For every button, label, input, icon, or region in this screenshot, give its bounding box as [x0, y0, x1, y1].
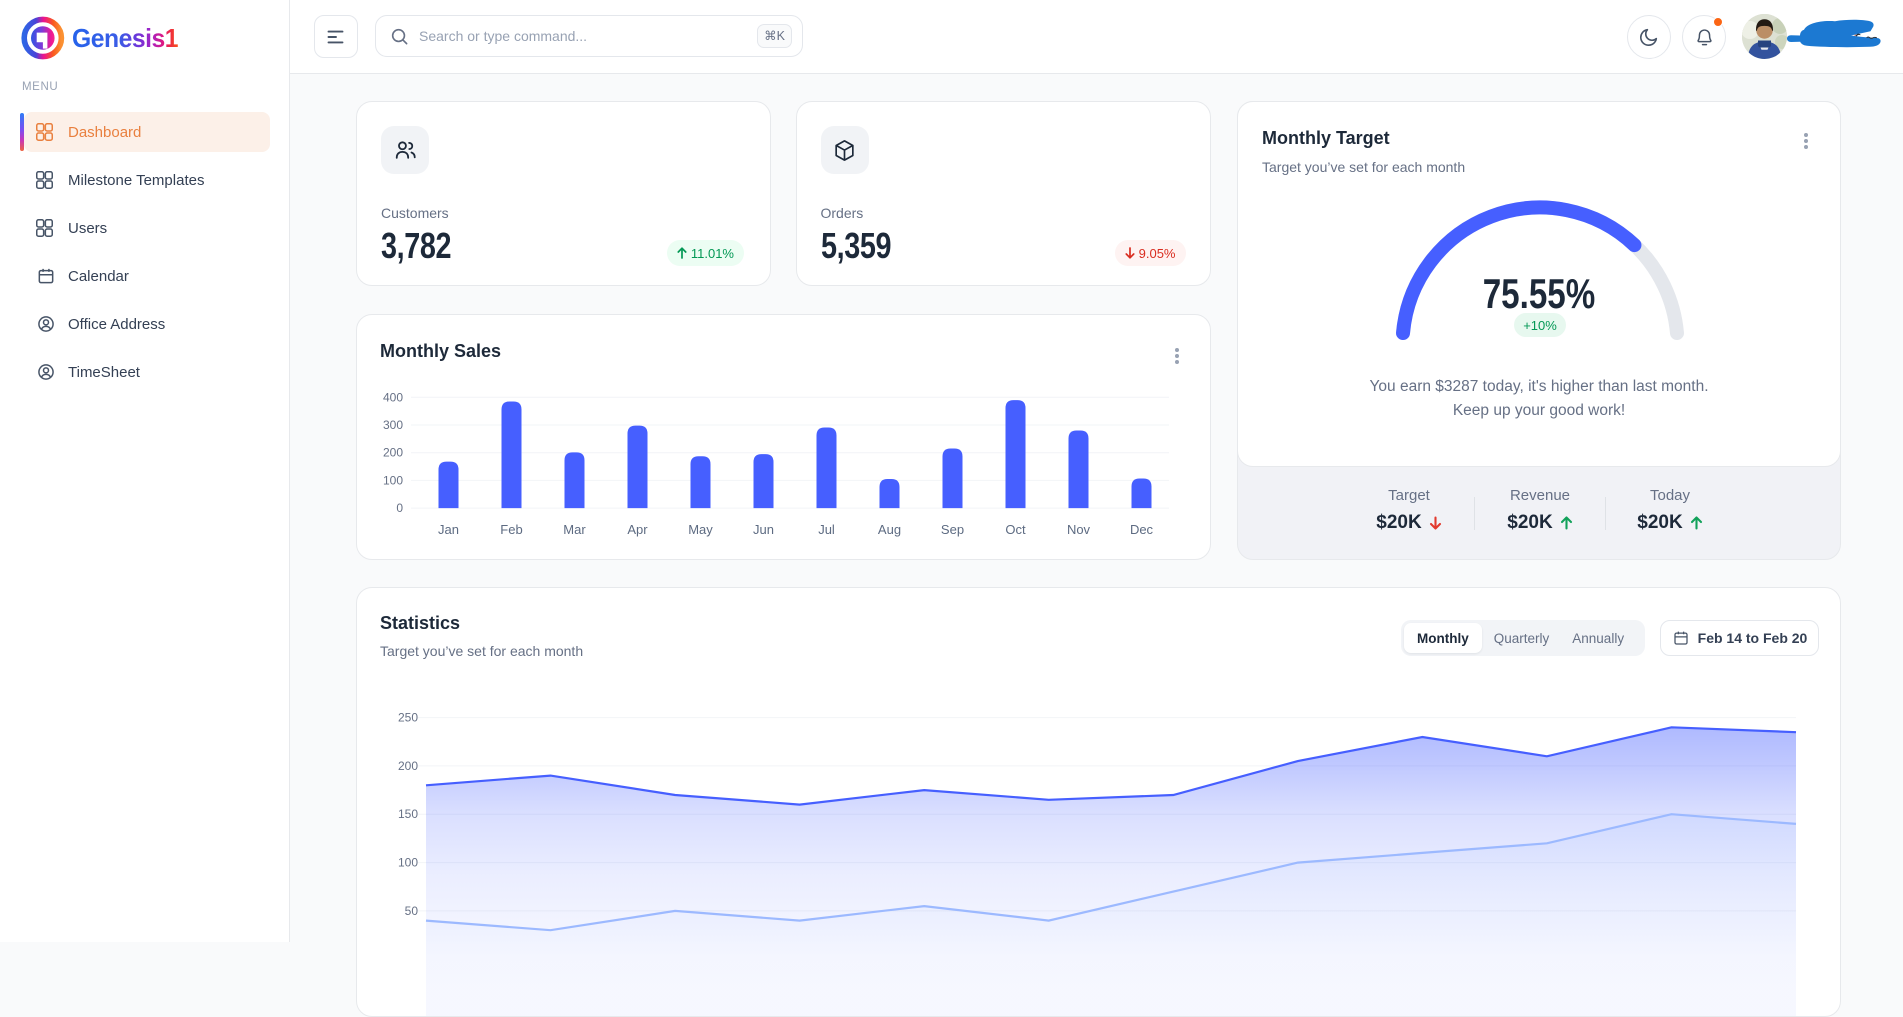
svg-text:Jan: Jan: [438, 522, 459, 537]
svg-text:Jul: Jul: [818, 522, 835, 537]
svg-text:300: 300: [383, 418, 403, 432]
svg-text:Sep: Sep: [941, 522, 964, 537]
svg-text:200: 200: [398, 759, 418, 773]
svg-text:100: 100: [398, 856, 418, 870]
svg-text:Feb: Feb: [500, 522, 522, 537]
svg-text:Mar: Mar: [563, 522, 586, 537]
svg-text:May: May: [688, 522, 713, 537]
svg-text:0: 0: [396, 501, 403, 515]
svg-text:100: 100: [383, 473, 403, 487]
svg-text:50: 50: [405, 904, 419, 918]
svg-text:200: 200: [383, 445, 403, 459]
svg-text:Nov: Nov: [1067, 522, 1091, 537]
svg-text:Apr: Apr: [627, 522, 648, 537]
svg-text:150: 150: [398, 807, 418, 821]
svg-text:Dec: Dec: [1130, 522, 1154, 537]
svg-text:Oct: Oct: [1005, 522, 1026, 537]
svg-text:400: 400: [383, 390, 403, 404]
svg-text:Aug: Aug: [878, 522, 901, 537]
svg-text:Jun: Jun: [753, 522, 774, 537]
svg-text:250: 250: [398, 711, 418, 725]
